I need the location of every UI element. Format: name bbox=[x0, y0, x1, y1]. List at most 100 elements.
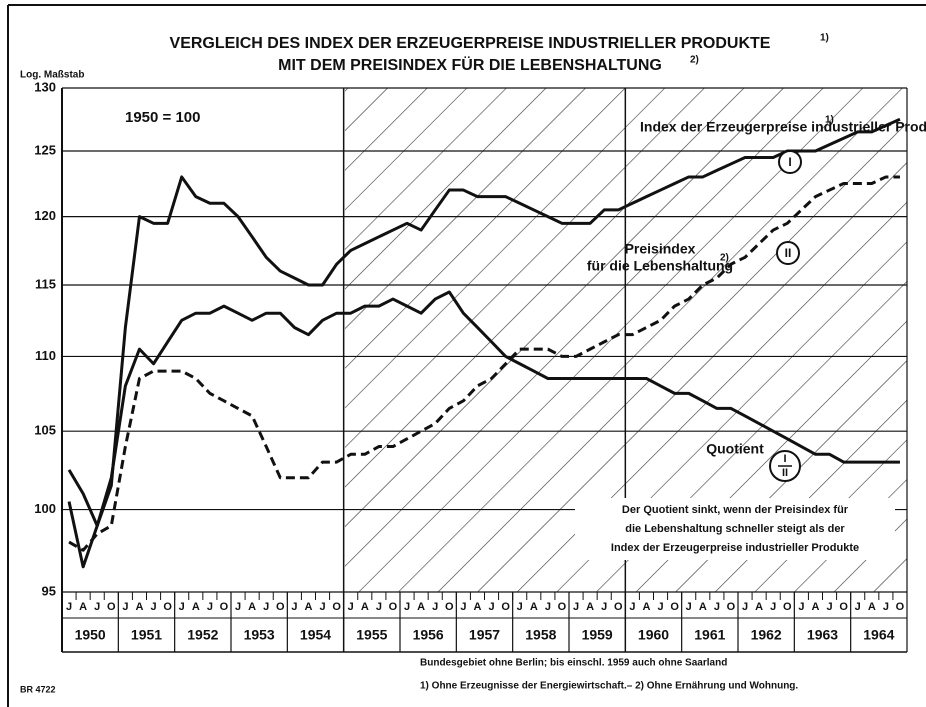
x-tick-label: J bbox=[601, 601, 607, 613]
x-tick-label: O bbox=[783, 601, 792, 613]
x-tick-label: 1953 bbox=[244, 627, 275, 643]
x-tick-label: J bbox=[376, 601, 382, 613]
x-tick-label: J bbox=[770, 601, 776, 613]
x-tick-label: 1959 bbox=[582, 627, 613, 643]
x-tick-label: J bbox=[545, 601, 551, 613]
x-tick-label: J bbox=[714, 601, 720, 613]
x-tick-label: A bbox=[417, 601, 425, 613]
x-tick-label: A bbox=[304, 601, 312, 613]
x-tick-label: 1960 bbox=[638, 627, 669, 643]
x-tick-label: O bbox=[389, 601, 398, 613]
source-code: BR 4722 bbox=[20, 684, 56, 694]
x-tick-label: J bbox=[798, 601, 804, 613]
x-tick-label: O bbox=[839, 601, 848, 613]
title-footnote: 2) bbox=[690, 55, 699, 66]
x-tick-label: O bbox=[220, 601, 229, 613]
y-tick-label: 130 bbox=[34, 79, 56, 94]
footnote: 1) Ohne Erzeugnisse der Energiewirtschaf… bbox=[420, 681, 798, 692]
x-tick-label: J bbox=[179, 601, 185, 613]
x-tick-label: J bbox=[263, 601, 269, 613]
x-tick-label: 1952 bbox=[187, 627, 218, 643]
x-tick-label: A bbox=[248, 601, 256, 613]
x-tick-label: J bbox=[686, 601, 692, 613]
x-tick-label: J bbox=[122, 601, 128, 613]
series-footnote: 2) bbox=[720, 253, 729, 264]
x-tick-label: A bbox=[811, 601, 819, 613]
x-tick-label: J bbox=[348, 601, 354, 613]
x-tick-label: O bbox=[896, 601, 905, 613]
footnote: Bundesgebiet ohne Berlin; bis einschl. 1… bbox=[420, 658, 727, 669]
x-tick-label: O bbox=[501, 601, 510, 613]
y-axis-label: Log. Maßstab bbox=[20, 70, 84, 81]
x-tick-label: J bbox=[573, 601, 579, 613]
series-footnote: 1) bbox=[825, 115, 834, 126]
x-tick-label: A bbox=[135, 601, 143, 613]
series-line bbox=[67, 117, 901, 528]
annotation-box bbox=[575, 498, 895, 560]
annotation: Der Quotient sinkt, wenn der Preisindex … bbox=[622, 504, 849, 516]
x-tick-label: 1962 bbox=[751, 627, 782, 643]
x-tick-label: A bbox=[586, 601, 594, 613]
x-tick-label: J bbox=[488, 601, 494, 613]
x-tick-label: A bbox=[192, 601, 200, 613]
x-tick-label: 1961 bbox=[694, 627, 725, 643]
annotation: Index der Erzeugerpreise industrieller P… bbox=[611, 542, 859, 554]
x-tick-label: J bbox=[94, 601, 100, 613]
x-tick-label: J bbox=[657, 601, 663, 613]
x-tick-label: 1957 bbox=[469, 627, 500, 643]
x-tick-label: J bbox=[319, 601, 325, 613]
series-marker-label: II bbox=[785, 246, 792, 260]
series-label: Preisindex bbox=[625, 241, 696, 257]
series-marker bbox=[776, 241, 800, 265]
x-tick-label: O bbox=[614, 601, 623, 613]
x-tick-label: J bbox=[629, 601, 635, 613]
x-tick-label: J bbox=[742, 601, 748, 613]
x-tick-label: O bbox=[670, 601, 679, 613]
x-tick-label: J bbox=[291, 601, 297, 613]
series-marker-label: II bbox=[782, 467, 788, 479]
series-marker-label: I bbox=[783, 453, 786, 465]
y-tick-label: 95 bbox=[42, 583, 56, 598]
x-tick-label: 1951 bbox=[131, 627, 162, 643]
annotation: die Lebenshaltung schneller steigt als d… bbox=[625, 523, 845, 535]
x-tick-label: A bbox=[868, 601, 876, 613]
x-tick-label: O bbox=[445, 601, 454, 613]
x-tick-label: 1963 bbox=[807, 627, 838, 643]
y-tick-label: 120 bbox=[34, 208, 56, 223]
base-note: 1950 = 100 bbox=[125, 109, 201, 126]
x-tick-label: O bbox=[332, 601, 341, 613]
y-tick-label: 115 bbox=[35, 276, 56, 291]
series-line bbox=[67, 290, 900, 569]
x-tick-label: A bbox=[361, 601, 369, 613]
x-tick-label: J bbox=[404, 601, 410, 613]
x-tick-label: J bbox=[517, 601, 523, 613]
y-tick-label: 105 bbox=[34, 423, 56, 438]
x-tick-label: J bbox=[66, 601, 72, 613]
x-tick-label: A bbox=[755, 601, 763, 613]
y-tick-label: 125 bbox=[34, 142, 56, 157]
chart-title: VERGLEICH DES INDEX DER ERZEUGERPREISE I… bbox=[170, 35, 771, 52]
x-tick-label: A bbox=[473, 601, 481, 613]
x-tick-label: 1964 bbox=[863, 627, 894, 643]
x-tick-label: A bbox=[79, 601, 87, 613]
x-tick-label: 1956 bbox=[413, 627, 444, 643]
x-tick-label: J bbox=[883, 601, 889, 613]
x-tick-label: J bbox=[826, 601, 832, 613]
series-marker-label: I bbox=[788, 155, 791, 169]
x-tick-label: J bbox=[207, 601, 213, 613]
series-label: für die Lebenshaltung bbox=[587, 258, 733, 274]
x-tick-label: A bbox=[642, 601, 650, 613]
x-tick-label: O bbox=[276, 601, 285, 613]
x-tick-label: A bbox=[699, 601, 707, 613]
x-tick-label: 1955 bbox=[356, 627, 387, 643]
title-footnote: 1) bbox=[820, 33, 829, 44]
x-tick-label: 1950 bbox=[75, 627, 106, 643]
series-marker bbox=[778, 150, 802, 174]
series-label: Index der Erzeugerpreise industrieller P… bbox=[640, 119, 926, 135]
x-tick-label: 1954 bbox=[300, 627, 331, 643]
x-tick-label: J bbox=[432, 601, 438, 613]
x-tick-label: J bbox=[235, 601, 241, 613]
x-tick-label: O bbox=[107, 601, 116, 613]
series-label: Quotient bbox=[706, 441, 764, 457]
